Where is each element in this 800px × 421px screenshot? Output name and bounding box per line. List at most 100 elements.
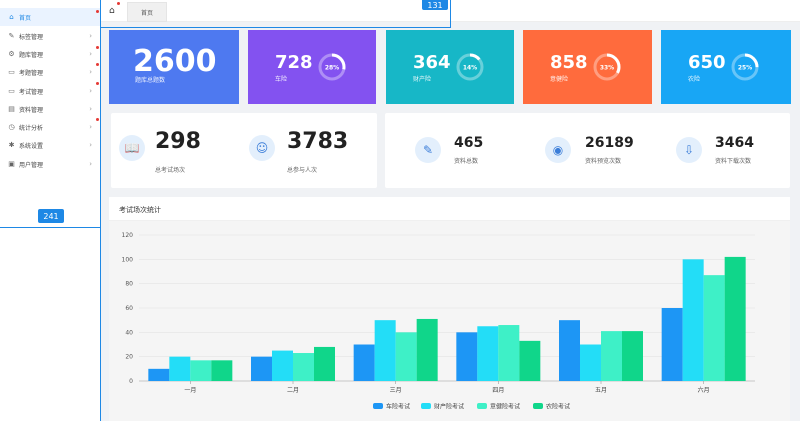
- bar: [580, 344, 601, 381]
- materials-views-value: 26189: [585, 135, 634, 151]
- sidebar-item-label: 统计分析: [19, 124, 44, 132]
- legend-label: 车险考试: [386, 403, 410, 411]
- materials-total-value: 465: [454, 135, 484, 151]
- sidebar-item-statistics[interactable]: ◷ 统计分析 ›: [0, 118, 100, 136]
- exam-chart-card: 考试场次统计 0 20 40 60 80 100 120 一月 二月 三月 四月 五月 六月 车险考试 财产…: [109, 197, 790, 421]
- x-tick-label: 四月: [492, 387, 504, 394]
- chevron-right-icon: ›: [89, 68, 92, 76]
- bar: [682, 259, 704, 381]
- chevron-right-icon: ›: [89, 141, 92, 149]
- ring-percent: 25%: [738, 65, 752, 72]
- materials-total-label: 资料总数: [454, 158, 479, 165]
- ring-progress: [731, 53, 759, 81]
- bar: [272, 350, 293, 381]
- legend-swatch: [373, 403, 383, 409]
- y-tick-label: 40: [125, 329, 133, 336]
- sidebar-item-label: 用户管理: [19, 161, 44, 169]
- stat-card-agri: 650 农险 25%: [661, 30, 791, 104]
- annotation-line: [101, 27, 451, 28]
- tab-home[interactable]: 首页: [127, 2, 167, 22]
- marker-dot: [96, 82, 99, 85]
- legend-swatch: [477, 403, 487, 409]
- chevron-right-icon: ›: [89, 87, 92, 95]
- sidebar-item-users[interactable]: ▣ 用户管理 ›: [0, 155, 100, 173]
- sidebar-item-home[interactable]: ⌂ 首页: [0, 8, 100, 26]
- y-tick-label: 60: [125, 305, 133, 312]
- progress-ring: 33%: [593, 53, 621, 81]
- marker-dot: [96, 118, 99, 121]
- stat-label: 意健险: [550, 76, 569, 83]
- user-icon: ☺: [249, 135, 275, 161]
- bar: [477, 326, 499, 381]
- sidebar-item-label: 系统设置: [19, 142, 44, 150]
- ring-progress: [593, 53, 621, 81]
- y-tick-label: 0: [129, 378, 133, 385]
- annotation-line: [0, 227, 101, 228]
- legend-label: 财产险考试: [434, 403, 464, 411]
- bar: [314, 346, 335, 381]
- stat-card-total: 2600 题库总题数: [109, 30, 239, 104]
- stat-label: 车险: [275, 76, 288, 83]
- sidebar-item-label: 题库管理: [19, 51, 44, 59]
- annotation-line: [450, 0, 451, 27]
- y-tick-label: 120: [122, 232, 134, 239]
- marker-dot: [96, 63, 99, 66]
- ring-percent: 28%: [325, 65, 339, 72]
- gear-icon: ⚙: [8, 50, 15, 58]
- bar: [703, 275, 725, 381]
- monitor-icon: ▭: [8, 68, 15, 76]
- bar: [724, 256, 746, 381]
- exam-summary-card: 📖 298 总考试场次 ☺ 3783 总参与人次: [111, 113, 377, 188]
- document-icon: ▤: [8, 105, 15, 113]
- bar: [353, 344, 375, 381]
- y-tick-label: 80: [125, 281, 133, 288]
- divider: [109, 220, 790, 221]
- sidebar-item-label: 考试管理: [19, 88, 44, 96]
- chevron-right-icon: ›: [89, 32, 92, 40]
- home-icon: ⌂: [9, 13, 14, 21]
- bar: [251, 356, 272, 381]
- chevron-right-icon: ›: [89, 160, 92, 168]
- bar: [498, 325, 520, 381]
- stat-label: 财产险: [413, 76, 432, 83]
- annotation-badge: 131: [422, 0, 448, 10]
- sidebar-item-tags[interactable]: ✎ 标签管理 ›: [0, 27, 100, 45]
- bar: [374, 320, 396, 381]
- bar: [519, 340, 541, 381]
- book-icon: 📖: [119, 135, 145, 161]
- legend-label: 意健险考试: [490, 403, 520, 411]
- stat-value: 858: [550, 52, 588, 73]
- materials-views-label: 资料预览次数: [585, 158, 622, 165]
- ring-progress: [456, 53, 484, 81]
- stat-card-car: 728 车险 28%: [248, 30, 376, 104]
- bar: [148, 368, 170, 381]
- progress-ring: 28%: [318, 53, 346, 81]
- sidebar-item-label: 资料管理: [19, 106, 44, 114]
- sidebar-item-settings[interactable]: ✱ 系统设置 ›: [0, 136, 100, 154]
- monitor-icon: ▭: [8, 87, 15, 95]
- sidebar-item-exams[interactable]: ▭ 考试管理 ›: [0, 82, 100, 100]
- annotation-badge: 241: [38, 209, 64, 223]
- stat-value: 650: [688, 52, 726, 73]
- sidebar-item-questions[interactable]: ▭ 考题管理 ›: [0, 63, 100, 81]
- bar: [661, 308, 683, 381]
- progress-ring: 14%: [456, 53, 484, 81]
- bar: [559, 320, 580, 381]
- wrench-icon: ✱: [8, 141, 15, 149]
- legend-label: 农险考试: [546, 403, 570, 411]
- stat-value: 728: [275, 52, 313, 73]
- progress-ring: 25%: [731, 53, 759, 81]
- legend-swatch: [533, 403, 543, 409]
- sidebar-item-label: 考题管理: [19, 69, 44, 77]
- home-icon[interactable]: ⌂: [109, 6, 115, 16]
- sidebar-item-question-bank[interactable]: ⚙ 题库管理 ›: [0, 45, 100, 63]
- materials-downloads-label: 资料下载次数: [715, 158, 752, 165]
- bar: [601, 331, 622, 381]
- y-tick-label: 20: [125, 354, 133, 361]
- ring-percent: 14%: [463, 65, 477, 72]
- bar: [293, 353, 314, 381]
- materials-downloads-value: 3464: [715, 135, 754, 151]
- sidebar-item-materials[interactable]: ▤ 资料管理 ›: [0, 100, 100, 118]
- x-tick-label: 一月: [184, 387, 196, 394]
